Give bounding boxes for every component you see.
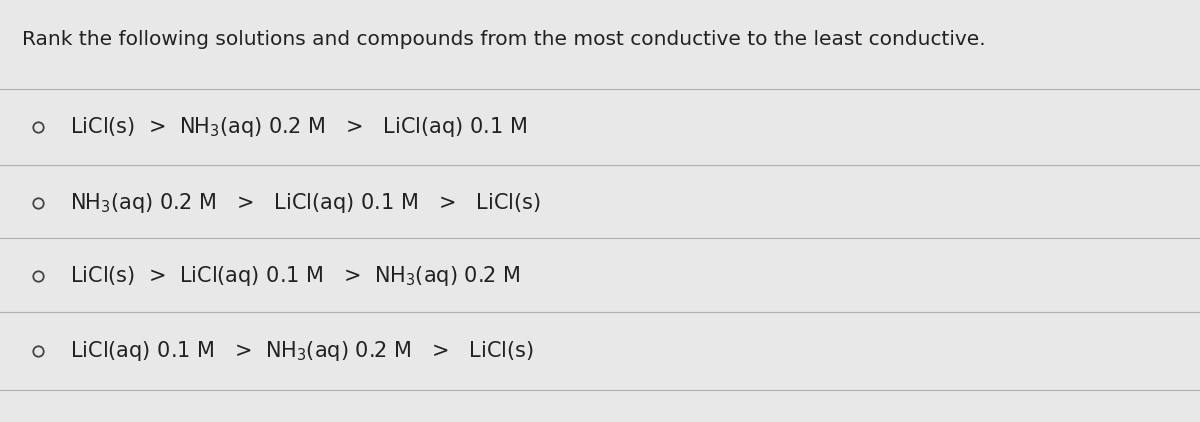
- Text: NH$_3$(aq) 0.2 M   >   LiCl(aq) 0.1 M   >   LiCl(s): NH$_3$(aq) 0.2 M > LiCl(aq) 0.1 M > LiCl…: [70, 191, 540, 214]
- Text: LiCl(s)  >  LiCl(aq) 0.1 M   >  NH$_3$(aq) 0.2 M: LiCl(s) > LiCl(aq) 0.1 M > NH$_3$(aq) 0.…: [70, 264, 520, 287]
- Text: LiCl(aq) 0.1 M   >  NH$_3$(aq) 0.2 M   >   LiCl(s): LiCl(aq) 0.1 M > NH$_3$(aq) 0.2 M > LiCl…: [70, 339, 534, 363]
- Text: Rank the following solutions and compounds from the most conductive to the least: Rank the following solutions and compoun…: [22, 30, 985, 49]
- Text: LiCl(s)  >  NH$_3$(aq) 0.2 M   >   LiCl(aq) 0.1 M: LiCl(s) > NH$_3$(aq) 0.2 M > LiCl(aq) 0.…: [70, 115, 527, 138]
